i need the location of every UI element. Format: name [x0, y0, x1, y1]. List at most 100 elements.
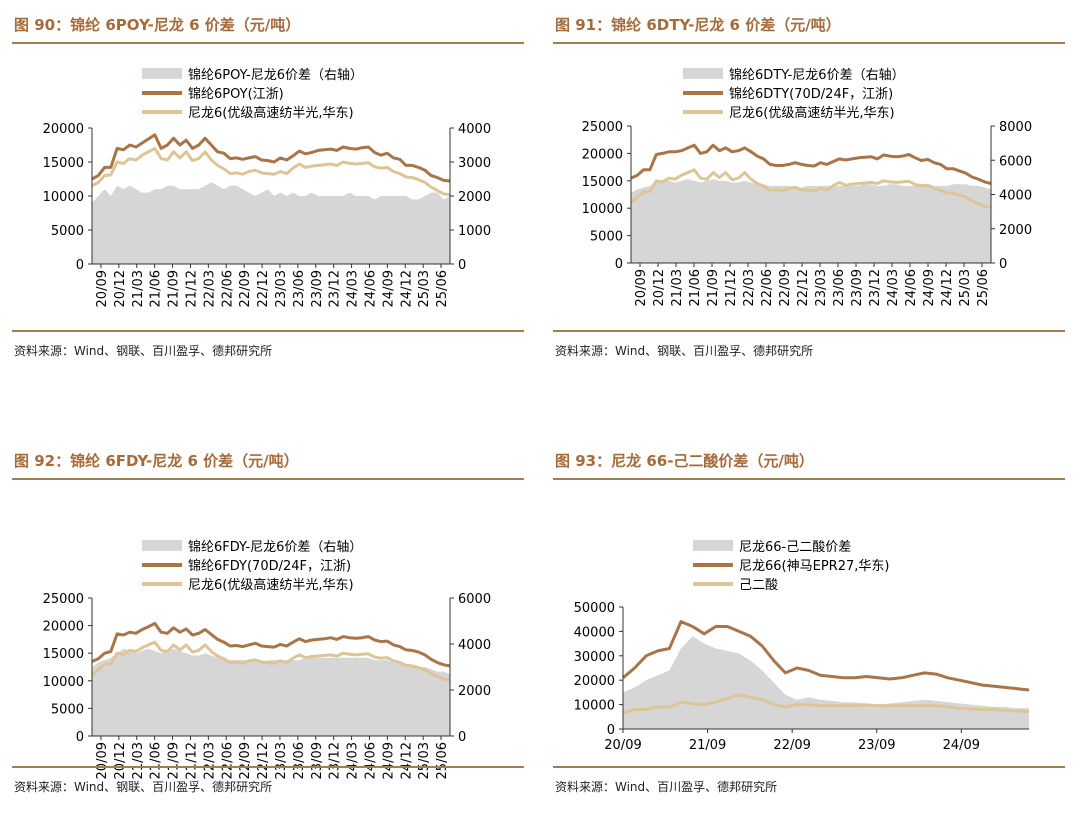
- chart-title: 图 93：尼龙 66-己二酸价差（元/吨）: [555, 452, 814, 470]
- y-tick-label-left: 0: [607, 723, 615, 738]
- line-series-product: [622, 620, 1030, 692]
- x-tick-label: 24/06: [363, 742, 378, 779]
- x-tick-label: 24/06: [363, 270, 378, 307]
- legend-swatch: [693, 540, 733, 551]
- x-tick-label: 21/12: [184, 742, 199, 779]
- y-tick-label-left: 5000: [590, 230, 623, 245]
- line-series-product: [91, 621, 451, 668]
- y-tick-label-right: 6000: [999, 154, 1032, 169]
- y-tick-label-right: 2000: [458, 684, 491, 699]
- x-tick-label: 20/12: [113, 742, 128, 779]
- x-tick-label: 21/06: [149, 742, 164, 779]
- line-series-product: [630, 143, 992, 185]
- x-tick-label: 22/12: [256, 742, 271, 779]
- legend-label: 己二酸: [739, 578, 778, 593]
- x-tick-label: 24/09: [943, 738, 980, 753]
- y-tick-label-left: 0: [76, 730, 84, 745]
- x-tick-label: 22/06: [220, 742, 235, 779]
- legend: 锦纶6POY-尼龙6价差（右轴） 锦纶6POY(江浙) 尼龙6(优级高速纺半光,华东…: [142, 68, 363, 121]
- y-tick-label-right: 2000: [458, 190, 491, 205]
- x-tick-label: 21/09: [167, 742, 182, 779]
- y-tick-label-left: 15000: [43, 647, 84, 662]
- x-tick-label: 23/09: [850, 269, 865, 306]
- legend-label: 锦纶6DTY(70D/24F，江浙): [729, 87, 893, 102]
- x-tick-label: 23/09: [858, 738, 895, 753]
- x-tick-label: 23/09: [310, 270, 325, 307]
- legend-label: 锦纶6FDY-尼龙6价差（右轴）: [188, 540, 362, 555]
- source-divider: [553, 766, 1065, 768]
- x-tick-label: 20/09: [95, 742, 110, 779]
- y-tick-label-right: 4000: [458, 638, 491, 653]
- x-tick-label: 24/09: [922, 269, 937, 306]
- x-tick-label: 25/03: [417, 742, 432, 779]
- legend-label: 锦纶6POY-尼龙6价差（右轴）: [188, 68, 363, 83]
- line-series-feedstock: [622, 693, 1030, 715]
- chart-panel-90: 图 90：锦纶 6POY-尼龙 6 价差（元/吨） 锦纶6POY-尼龙6价差（右…: [12, 0, 524, 400]
- x-tick-label: 20/09: [604, 738, 641, 753]
- y-tick-label-right: 4000: [999, 189, 1032, 204]
- x-tick-label: 24/06: [904, 269, 919, 306]
- legend-label: 锦纶6FDY(70D/24F，江浙): [188, 559, 351, 574]
- y-tick-label-left: 15000: [582, 175, 623, 190]
- x-tick-label: 24/03: [886, 269, 901, 306]
- source-divider: [553, 330, 1065, 332]
- x-tick-label: 21/06: [688, 269, 703, 306]
- y-tick-label-left: 15000: [43, 156, 84, 171]
- y-tick-label-right: 3000: [458, 156, 491, 171]
- x-tick-label: 24/03: [346, 270, 361, 307]
- x-tick-label: 23/03: [274, 742, 289, 779]
- y-tick-label-left: 0: [76, 258, 84, 273]
- area-series-spread: [92, 182, 450, 264]
- line-series-feedstock: [630, 168, 992, 209]
- y-tick-label-right: 0: [458, 730, 466, 745]
- y-tick-label-left: 5000: [51, 224, 84, 239]
- x-tick-label: 23/12: [328, 742, 343, 779]
- y-tick-label-right: 2000: [999, 223, 1032, 238]
- x-tick-label: 23/03: [274, 270, 289, 307]
- x-tick-label: 22/03: [202, 270, 217, 307]
- legend-swatch: [683, 68, 723, 79]
- x-tick-label: 23/09: [310, 742, 325, 779]
- title-divider: [12, 478, 524, 480]
- y-tick-label-right: 6000: [458, 592, 491, 607]
- source-note: 资料来源：Wind、钢联、百川盈孚、德邦研究所: [14, 780, 273, 794]
- x-tick-label: 21/12: [184, 270, 199, 307]
- source-divider: [12, 766, 524, 768]
- x-tick-label: 24/09: [381, 742, 396, 779]
- line-series-feedstock: [91, 640, 451, 682]
- chart-panel-91: 图 91：锦纶 6DTY-尼龙 6 价差（元/吨） 锦纶6DTY-尼龙6价差（右…: [553, 0, 1065, 400]
- x-tick-label: 23/06: [832, 269, 847, 306]
- y-tick-label-left: 20000: [43, 620, 84, 635]
- y-tick-label-left: 40000: [574, 625, 615, 640]
- area-series-spread: [92, 648, 450, 736]
- x-tick-label: 25/03: [417, 270, 432, 307]
- x-tick-label: 22/09: [238, 270, 253, 307]
- axes: 0 10000 20000 30000 40000 50000 20/09 21/09 22/0…: [574, 601, 1029, 753]
- axes: 0 5000 10000 15000 20000 25000 0 2000 4000 6000 20…: [43, 592, 491, 779]
- title-divider: [553, 478, 1065, 480]
- y-tick-label-left: 25000: [582, 120, 623, 135]
- legend-label: 锦纶6DTY-尼龙6价差（右轴）: [729, 68, 905, 83]
- y-tick-label-left: 20000: [582, 147, 623, 162]
- legend: 锦纶6FDY-尼龙6价差（右轴） 锦纶6FDY(70D/24F，江浙) 尼龙6(优级…: [142, 540, 362, 593]
- x-tick-label: 20/12: [113, 270, 128, 307]
- chart-92-svg: 锦纶6FDY-尼龙6价差（右轴） 锦纶6FDY(70D/24F，江浙) 尼龙6(优级…: [43, 540, 491, 779]
- legend-label: 尼龙66-己二酸价差: [739, 540, 851, 555]
- title-divider: [12, 42, 524, 44]
- x-tick-label: 24/12: [399, 742, 414, 779]
- y-tick-label-left: 10000: [43, 190, 84, 205]
- x-tick-label: 23/12: [328, 270, 343, 307]
- x-tick-label: 24/12: [940, 269, 955, 306]
- source-note: 资料来源：Wind、钢联、百川盈孚、德邦研究所: [555, 344, 814, 358]
- x-tick-label: 23/12: [868, 269, 883, 306]
- x-tick-label: 21/09: [689, 738, 726, 753]
- x-tick-label: 25/06: [435, 742, 450, 779]
- legend-label: 尼龙66(神马EPR27,华东): [739, 559, 889, 574]
- x-tick-label: 21/06: [149, 270, 164, 307]
- x-tick-label: 23/06: [292, 742, 307, 779]
- x-tick-label: 22/03: [202, 742, 217, 779]
- legend-swatch: [142, 68, 182, 79]
- y-tick-label-left: 20000: [574, 674, 615, 689]
